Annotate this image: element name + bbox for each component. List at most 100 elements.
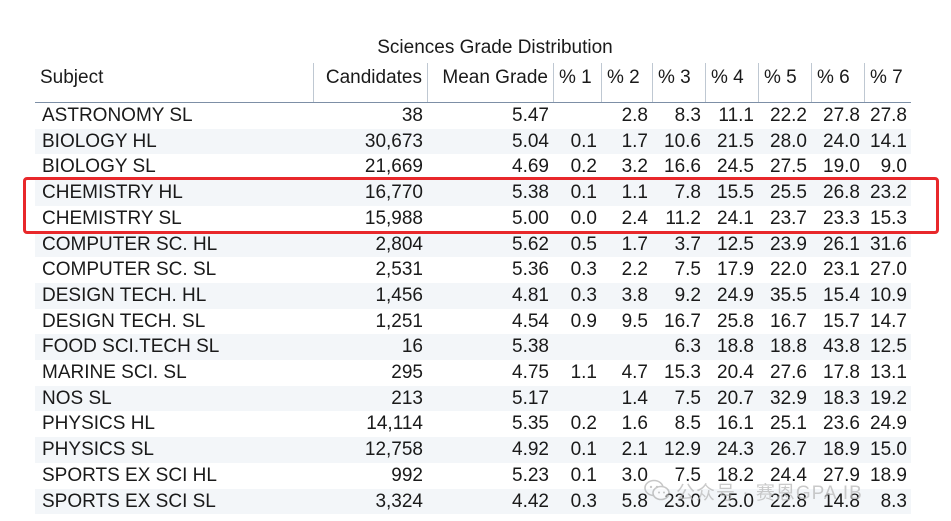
cell-subject: PHYSICS SL — [42, 439, 154, 461]
cell-pct-2: 1.7 — [621, 130, 648, 152]
cell-pct-4: 16.1 — [717, 413, 754, 435]
cell-pct-7: 8.3 — [880, 490, 907, 512]
cell-pct-4: 21.5 — [717, 130, 754, 152]
cell-pct-5: 24.4 — [770, 464, 807, 486]
header-subject: Subject — [40, 67, 104, 88]
cell-pct-2 — [601, 334, 652, 360]
cell-pct-7: 10.9 — [870, 284, 907, 306]
cell-mean-grade: 4.81 — [512, 284, 549, 306]
cell-pct-7: 9.0 — [880, 156, 907, 178]
table-row: CHEMISTRY HL 16,770 5.38 0.1 1.1 7.8 15.5 25.5 2… — [35, 180, 911, 206]
cell-mean-grade: 5.35 — [512, 413, 549, 435]
cell-pct-5: 16.7 — [770, 310, 807, 332]
table-row: MARINE SCI. SL 295 4.75 1.1 4.7 15.3 20.4 27.6 1… — [35, 360, 911, 386]
cell-candidates: 992 — [391, 464, 423, 486]
watermark-text: 公众号 · 赛恩GPA IB — [676, 483, 863, 504]
cell-pct-5: 26.7 — [770, 439, 807, 461]
cell-subject: NOS SL — [42, 387, 112, 409]
cell-mean-grade: 4.69 — [512, 156, 549, 178]
cell-pct-6: 23.6 — [823, 413, 860, 435]
cell-pct-4: 20.7 — [717, 387, 754, 409]
cell-mean-grade: 5.00 — [512, 207, 549, 229]
cell-pct-7: 24.9 — [870, 413, 907, 435]
cell-mean-grade: 5.04 — [512, 130, 549, 152]
cell-pct-5: 27.5 — [770, 156, 807, 178]
cell-mean-grade: 5.38 — [512, 182, 549, 204]
table-row: NOS SL 213 5.17 1.4 7.5 20.7 32.9 18.3 19.2 — [35, 385, 911, 412]
cell-pct-3: 8.3 — [674, 105, 701, 126]
table-row: SPORTS EX SCI HL 992 5.23 0.1 3.0 7.5 18.2 24.4… — [35, 463, 911, 489]
cell-subject: PHYSICS HL — [42, 413, 155, 435]
cell-pct-7: 13.1 — [870, 362, 907, 383]
cell-pct-1: 0.2 — [570, 156, 597, 178]
table-row: COMPUTER SC. HL 2,804 5.62 0.5 1.7 3.7 12.5 23.… — [35, 231, 911, 258]
cell-pct-1: 0.1 — [570, 182, 597, 204]
cell-subject: DESIGN TECH. SL — [42, 310, 206, 332]
cell-pct-6: 26.1 — [823, 233, 860, 255]
cell-candidates: 16,770 — [364, 182, 423, 204]
cell-subject: CHEMISTRY HL — [42, 182, 183, 204]
cell-pct-7: 27.0 — [870, 259, 907, 281]
cell-candidates: 3,324 — [375, 490, 423, 512]
cell-pct-4: 24.1 — [717, 207, 754, 229]
cell-pct-2: 2.4 — [621, 207, 648, 229]
cell-pct-3: 16.6 — [664, 156, 701, 178]
cell-pct-1: 0.1 — [570, 464, 597, 486]
cell-subject: BIOLOGY HL — [42, 130, 157, 152]
cell-pct-4: 24.5 — [717, 156, 754, 178]
cell-pct-5: 22.2 — [770, 105, 807, 126]
cell-pct-6: 19.0 — [823, 156, 860, 178]
cell-pct-7: 27.8 — [870, 105, 907, 126]
cell-pct-3: 3.7 — [674, 233, 701, 255]
cell-pct-6: 27.9 — [823, 464, 860, 486]
cell-pct-5: 35.5 — [770, 284, 807, 306]
cell-pct-3: 16.7 — [664, 310, 701, 332]
cell-mean-grade: 5.62 — [512, 233, 549, 255]
cell-pct-1 — [553, 386, 601, 412]
cell-pct-3: 23.0 — [664, 490, 701, 512]
cell-pct-3: 7.5 — [674, 464, 701, 486]
cell-pct-2: 4.7 — [621, 362, 648, 383]
cell-mean-grade: 4.75 — [512, 362, 549, 383]
cell-mean-grade: 5.36 — [512, 259, 549, 281]
cell-pct-2: 3.0 — [621, 464, 648, 486]
cell-pct-4: 11.1 — [718, 105, 754, 126]
cell-pct-5: 18.8 — [770, 336, 807, 358]
cell-pct-2: 3.2 — [621, 156, 648, 178]
cell-pct-4: 25.8 — [717, 310, 754, 332]
cell-pct-3: 12.9 — [664, 439, 701, 461]
cell-candidates: 30,673 — [364, 130, 423, 152]
cell-pct-1: 0.1 — [570, 439, 597, 461]
table-row: COMPUTER SC. SL 2,531 5.36 0.3 2.2 7.5 17.9 22.… — [35, 257, 911, 283]
header-pct-5: % 5 — [758, 63, 811, 102]
cell-pct-6: 23.3 — [823, 207, 860, 229]
cell-pct-7: 15.0 — [870, 439, 907, 461]
cell-subject: COMPUTER SC. SL — [42, 259, 217, 281]
header-pct-2: % 2 — [601, 63, 652, 102]
cell-pct-4: 20.4 — [717, 362, 754, 383]
cell-pct-5: 25.1 — [770, 413, 807, 435]
cell-candidates: 213 — [391, 387, 423, 409]
cell-candidates: 15,988 — [364, 207, 423, 229]
cell-pct-6: 43.8 — [823, 336, 860, 358]
cell-mean-grade: 4.42 — [512, 490, 549, 512]
table-title: Sciences Grade Distribution — [377, 37, 613, 58]
cell-pct-2: 5.8 — [621, 490, 648, 512]
cell-pct-6: 24.0 — [823, 130, 860, 152]
cell-subject: BIOLOGY SL — [42, 156, 156, 178]
cell-candidates: 12,758 — [364, 439, 423, 461]
cell-pct-3: 11.2 — [665, 207, 701, 229]
cell-pct-7: 14.1 — [870, 130, 907, 152]
cell-pct-4: 18.2 — [717, 464, 754, 486]
cell-subject: SPORTS EX SCI HL — [42, 464, 217, 486]
cell-pct-3: 8.5 — [674, 413, 701, 435]
cell-pct-5: 32.9 — [770, 387, 807, 409]
cell-pct-5: 25.5 — [770, 182, 807, 204]
cell-pct-7: 31.6 — [870, 233, 907, 255]
header-pct-7: % 7 — [864, 63, 911, 102]
cell-pct-7: 12.5 — [870, 336, 907, 358]
cell-pct-7: 15.3 — [870, 207, 907, 229]
cell-pct-7: 14.7 — [870, 310, 907, 332]
cell-pct-4: 12.5 — [717, 233, 754, 255]
cell-pct-3: 9.2 — [674, 284, 701, 306]
